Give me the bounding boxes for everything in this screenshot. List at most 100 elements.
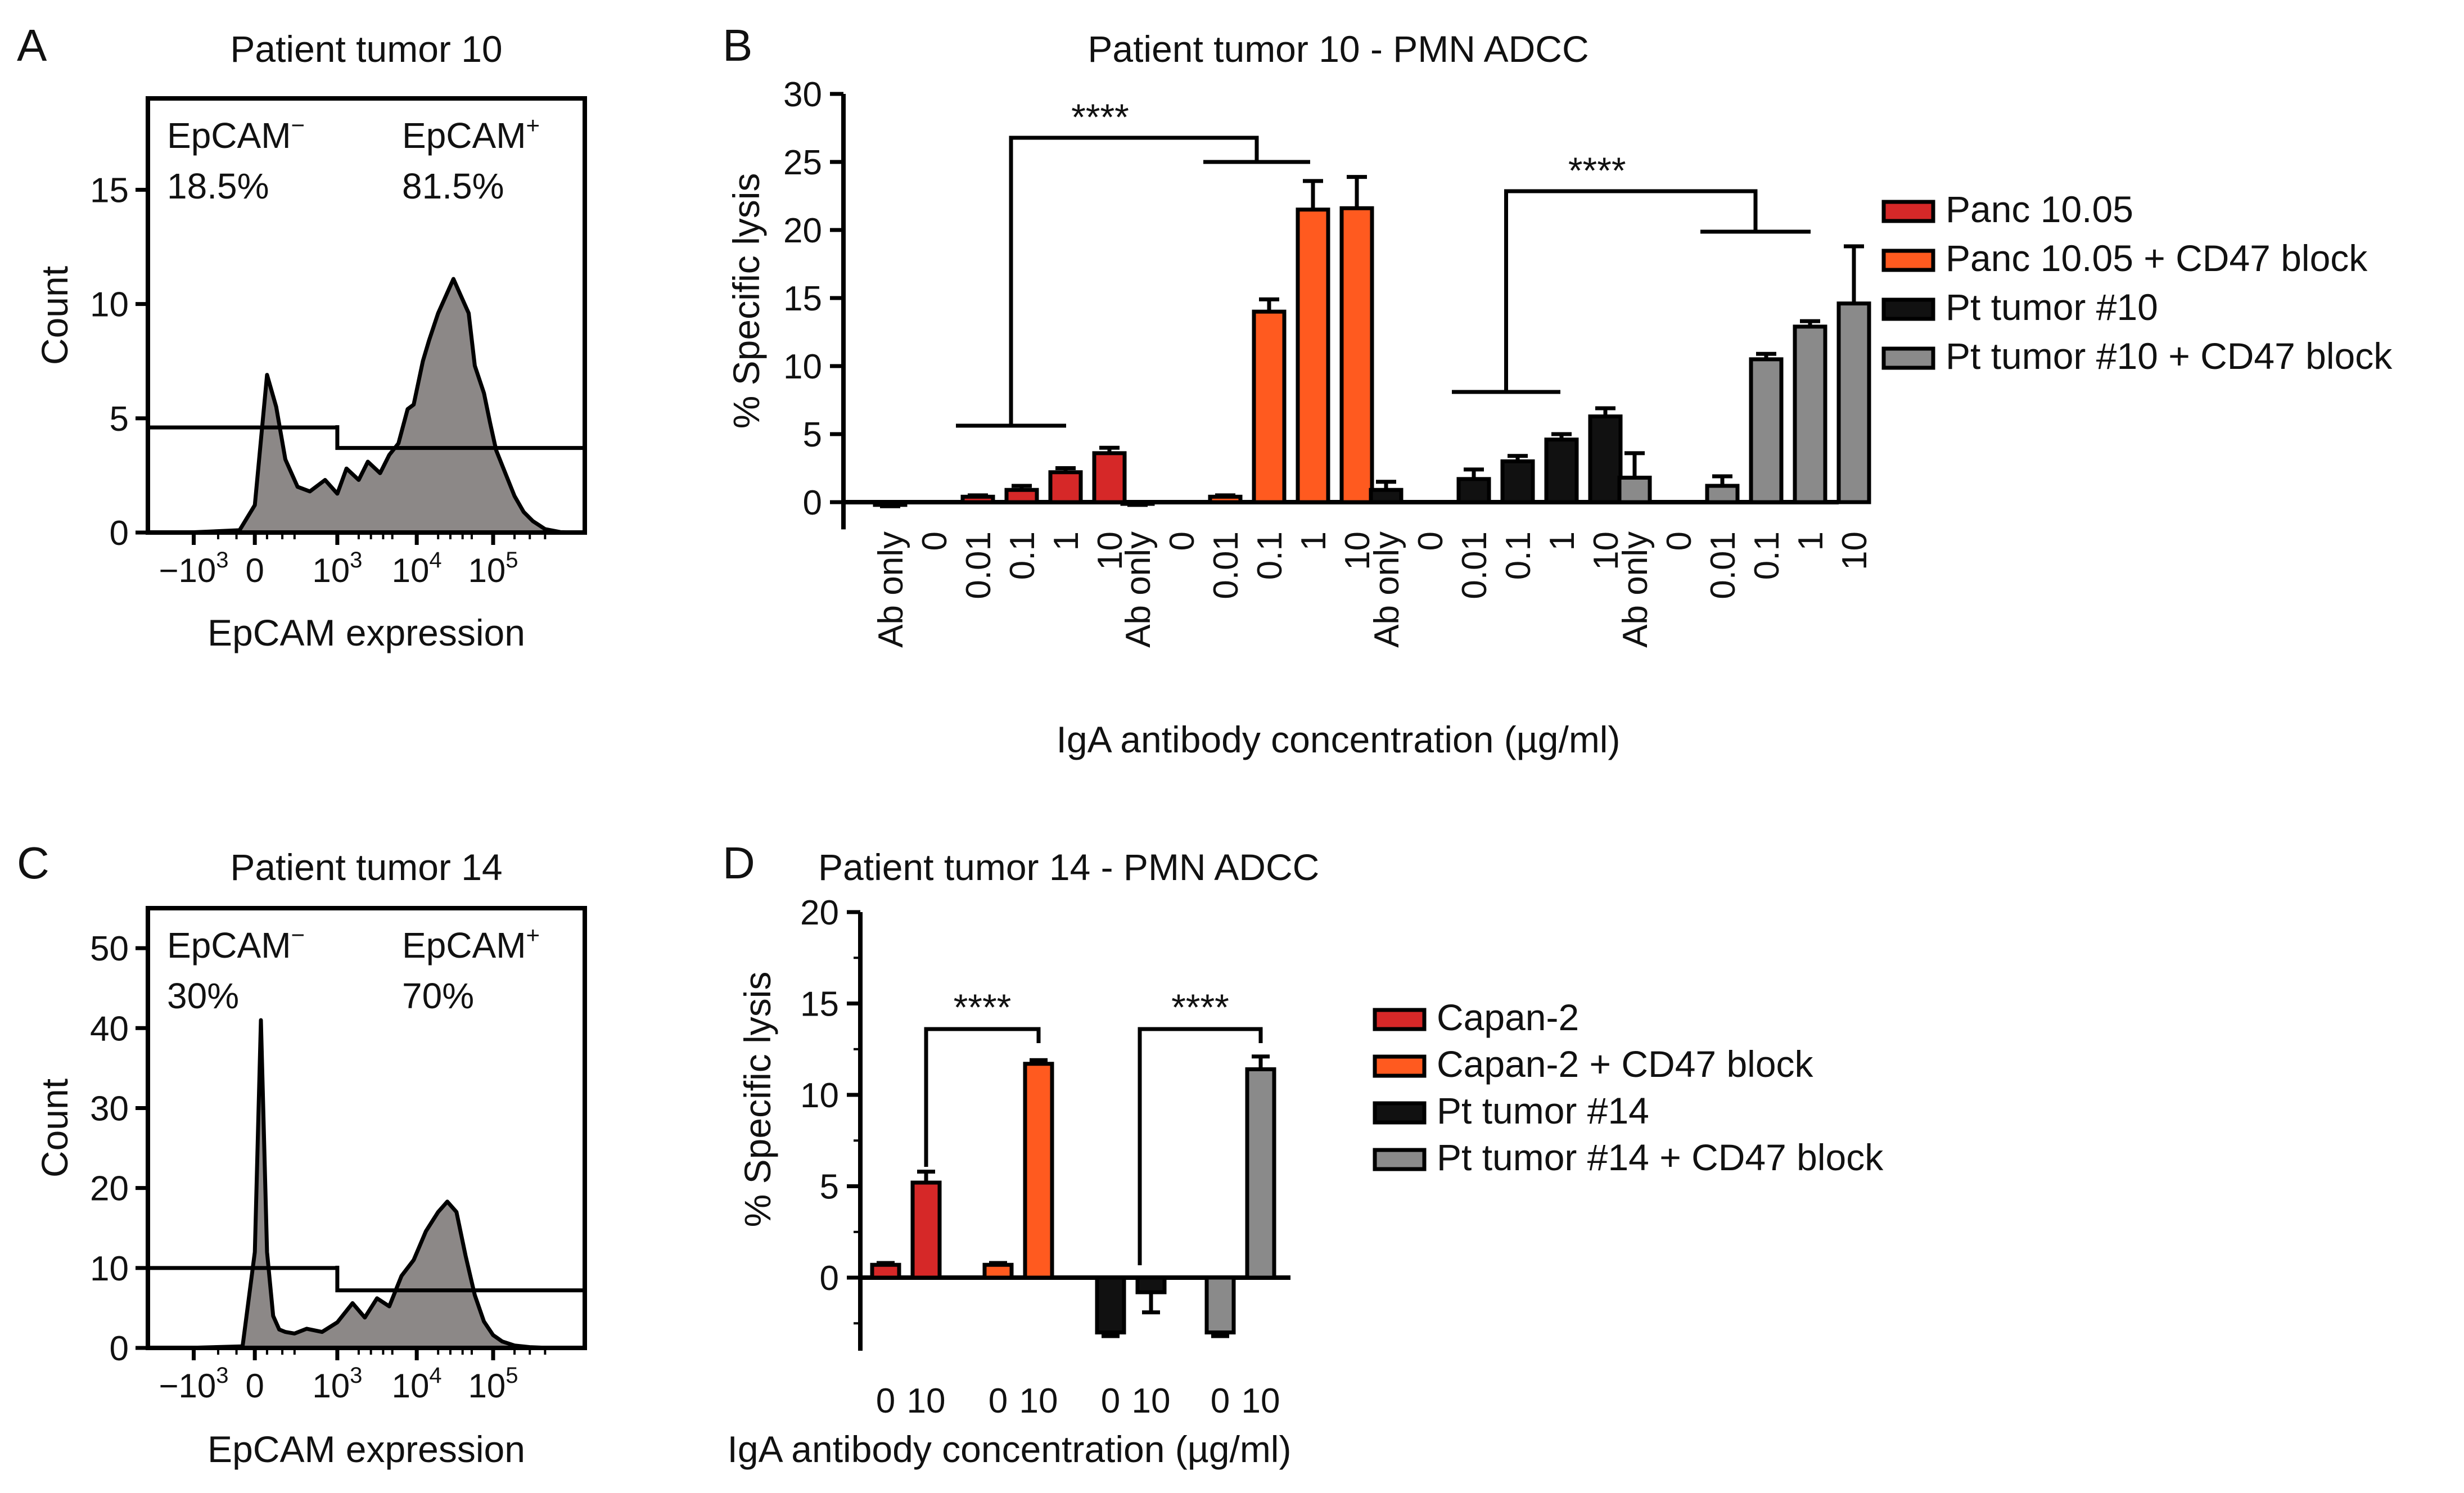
legend-swatch [1881,200,1935,223]
bar-orange [1252,309,1287,504]
legend-entry: Panc 10.05 + CD47 block [1946,237,2368,279]
significance-stars: **** [954,986,1012,1028]
error-bar [989,1261,1007,1265]
gate-positive-label: EpCAM+ [402,922,540,966]
x-tick-label: 0.01 [1207,531,1245,599]
legend-swatch [1881,346,1935,370]
error-bar [1142,1292,1160,1315]
x-tick-exponent: 5 [506,548,518,572]
error-bar [1624,451,1645,478]
x-tick-label: 10 [1019,1382,1058,1420]
y-tick-label: 15 [90,172,129,210]
x-tick-label: 0 [876,1382,895,1420]
y-tick-label: 0 [110,514,129,553]
error-bar [968,493,988,498]
gate-negative-marker: EpCAM [167,115,291,156]
x-tick-label: 0 [1101,1382,1120,1420]
x-axis-label: EpCAM expression [207,612,525,653]
legend-swatch [1881,249,1935,272]
x-tick-label: 104 [392,548,442,589]
legend-swatch [1373,1008,1427,1031]
x-tick-label: 10 [1338,531,1377,570]
error-bar [1800,319,1820,327]
bar-black [1135,1275,1167,1294]
y-tick-label: 25 [783,143,822,182]
bar-red [1004,488,1039,504]
x-tick-label: 0 [1660,531,1699,551]
bar-grey [1749,357,1784,504]
x-tick-exponent: 3 [350,548,362,572]
chart-title: Patient tumor 14 - PMN ADCC [818,846,1319,888]
y-axis-label: % Specific lysis [737,972,778,1228]
legend-swatch [1881,297,1935,321]
panel-letter: B [723,20,752,70]
legend-entry: Capan-2 + CD47 block [1437,1043,1814,1085]
x-tick-exponent: 3 [216,548,228,572]
bar-red [870,1262,901,1280]
error-bar [877,1261,895,1265]
error-bar [1303,179,1323,210]
chart-title: Patient tumor 10 [230,28,502,70]
error-bar [1102,1332,1120,1338]
chart-title: Patient tumor 10 - PMN ADCC [1087,28,1588,70]
x-tick-exponent: 4 [429,548,441,572]
gate-positive-line [335,1265,585,1293]
x-tick-base: −10 [159,1367,216,1405]
error-bar [1347,175,1367,209]
y-tick-label: 5 [110,400,129,439]
gate-positive-percent: 81.5% [402,166,504,206]
error-bar [1464,467,1484,479]
x-tick-label: Ab only [1119,531,1158,648]
legend-swatch [1373,1101,1427,1125]
y-tick-label: 15 [783,279,822,318]
histogram-area [186,277,578,535]
significance-bracket [1504,189,1758,392]
bar-grey [1705,484,1740,504]
bar-grey [1245,1067,1276,1280]
x-tick-label: 0 [245,552,264,589]
x-tick-label: 0.1 [1003,531,1042,580]
x-tick-base: −10 [159,552,216,589]
bar-grey [1617,475,1652,504]
error-bar [1012,484,1032,490]
bar-black [1500,459,1535,504]
x-tick-base: 10 [468,552,506,589]
x-tick-label: 0 [1211,1382,1230,1420]
y-axis-label: % Specific lysis [725,173,767,429]
x-tick-label: 0.1 [1748,531,1786,580]
x-tick-label: 10 [1587,531,1626,570]
legend-entry: Pt tumor #14 [1437,1090,1649,1131]
x-tick-base: 0 [245,1367,264,1405]
x-tick-label: 1 [1791,531,1830,551]
x-tick-label: 103 [312,1363,362,1405]
x-tick-label: 0.1 [1499,531,1538,580]
x-tick-base: 10 [468,1367,506,1405]
significance-bracket [1138,1027,1263,1265]
panel-letter: D [723,838,755,888]
x-tick-exponent: 3 [216,1363,228,1388]
error-bar [1595,406,1615,417]
bar-black [1588,414,1623,504]
x-tick-base: 10 [312,552,350,589]
error-bar [1376,480,1396,490]
gate-negative-sign: − [291,112,305,138]
error-bar [1215,493,1235,498]
error-bar [880,504,900,508]
y-tick-label: 10 [90,1250,129,1288]
legend-swatch [1373,1148,1427,1171]
x-tick-base: 10 [312,1367,350,1405]
error-bar [1712,474,1732,486]
bar-red [1092,451,1127,504]
bar-orange [1339,206,1374,504]
gate-negative-label: EpCAM− [167,922,305,966]
bar-grey [1204,1275,1236,1334]
y-tick-label: 30 [90,1089,129,1128]
x-tick-label: 0.1 [1251,531,1289,580]
x-tick-label: Ab only [1616,531,1655,648]
bar-orange [1296,208,1330,504]
x-tick-exponent: 5 [506,1363,518,1388]
histogram-area [186,1018,563,1350]
gate-negative-label: EpCAM− [167,112,305,156]
gate-negative-marker: EpCAM [167,925,291,966]
x-tick-label: 1 [1543,531,1582,551]
